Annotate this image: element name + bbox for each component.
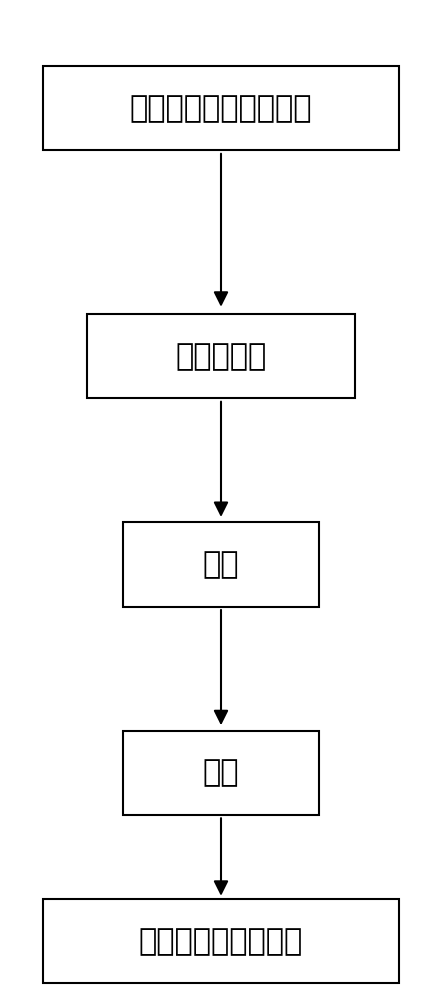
Bar [43,899,399,983]
Text: 生长有石墨烯的金属箔: 生长有石墨烯的金属箔 [130,94,312,123]
Text: 超声: 超声 [203,550,239,579]
Text: 石墨烯量子点分散液: 石墨烯量子点分散液 [139,927,303,956]
Bar [87,314,355,398]
Text: 萃取: 萃取 [203,758,239,787]
Bar [43,66,399,150]
Bar [123,522,319,607]
Bar [123,731,319,815]
Text: 腐蚀金属箔: 腐蚀金属箔 [175,342,267,371]
